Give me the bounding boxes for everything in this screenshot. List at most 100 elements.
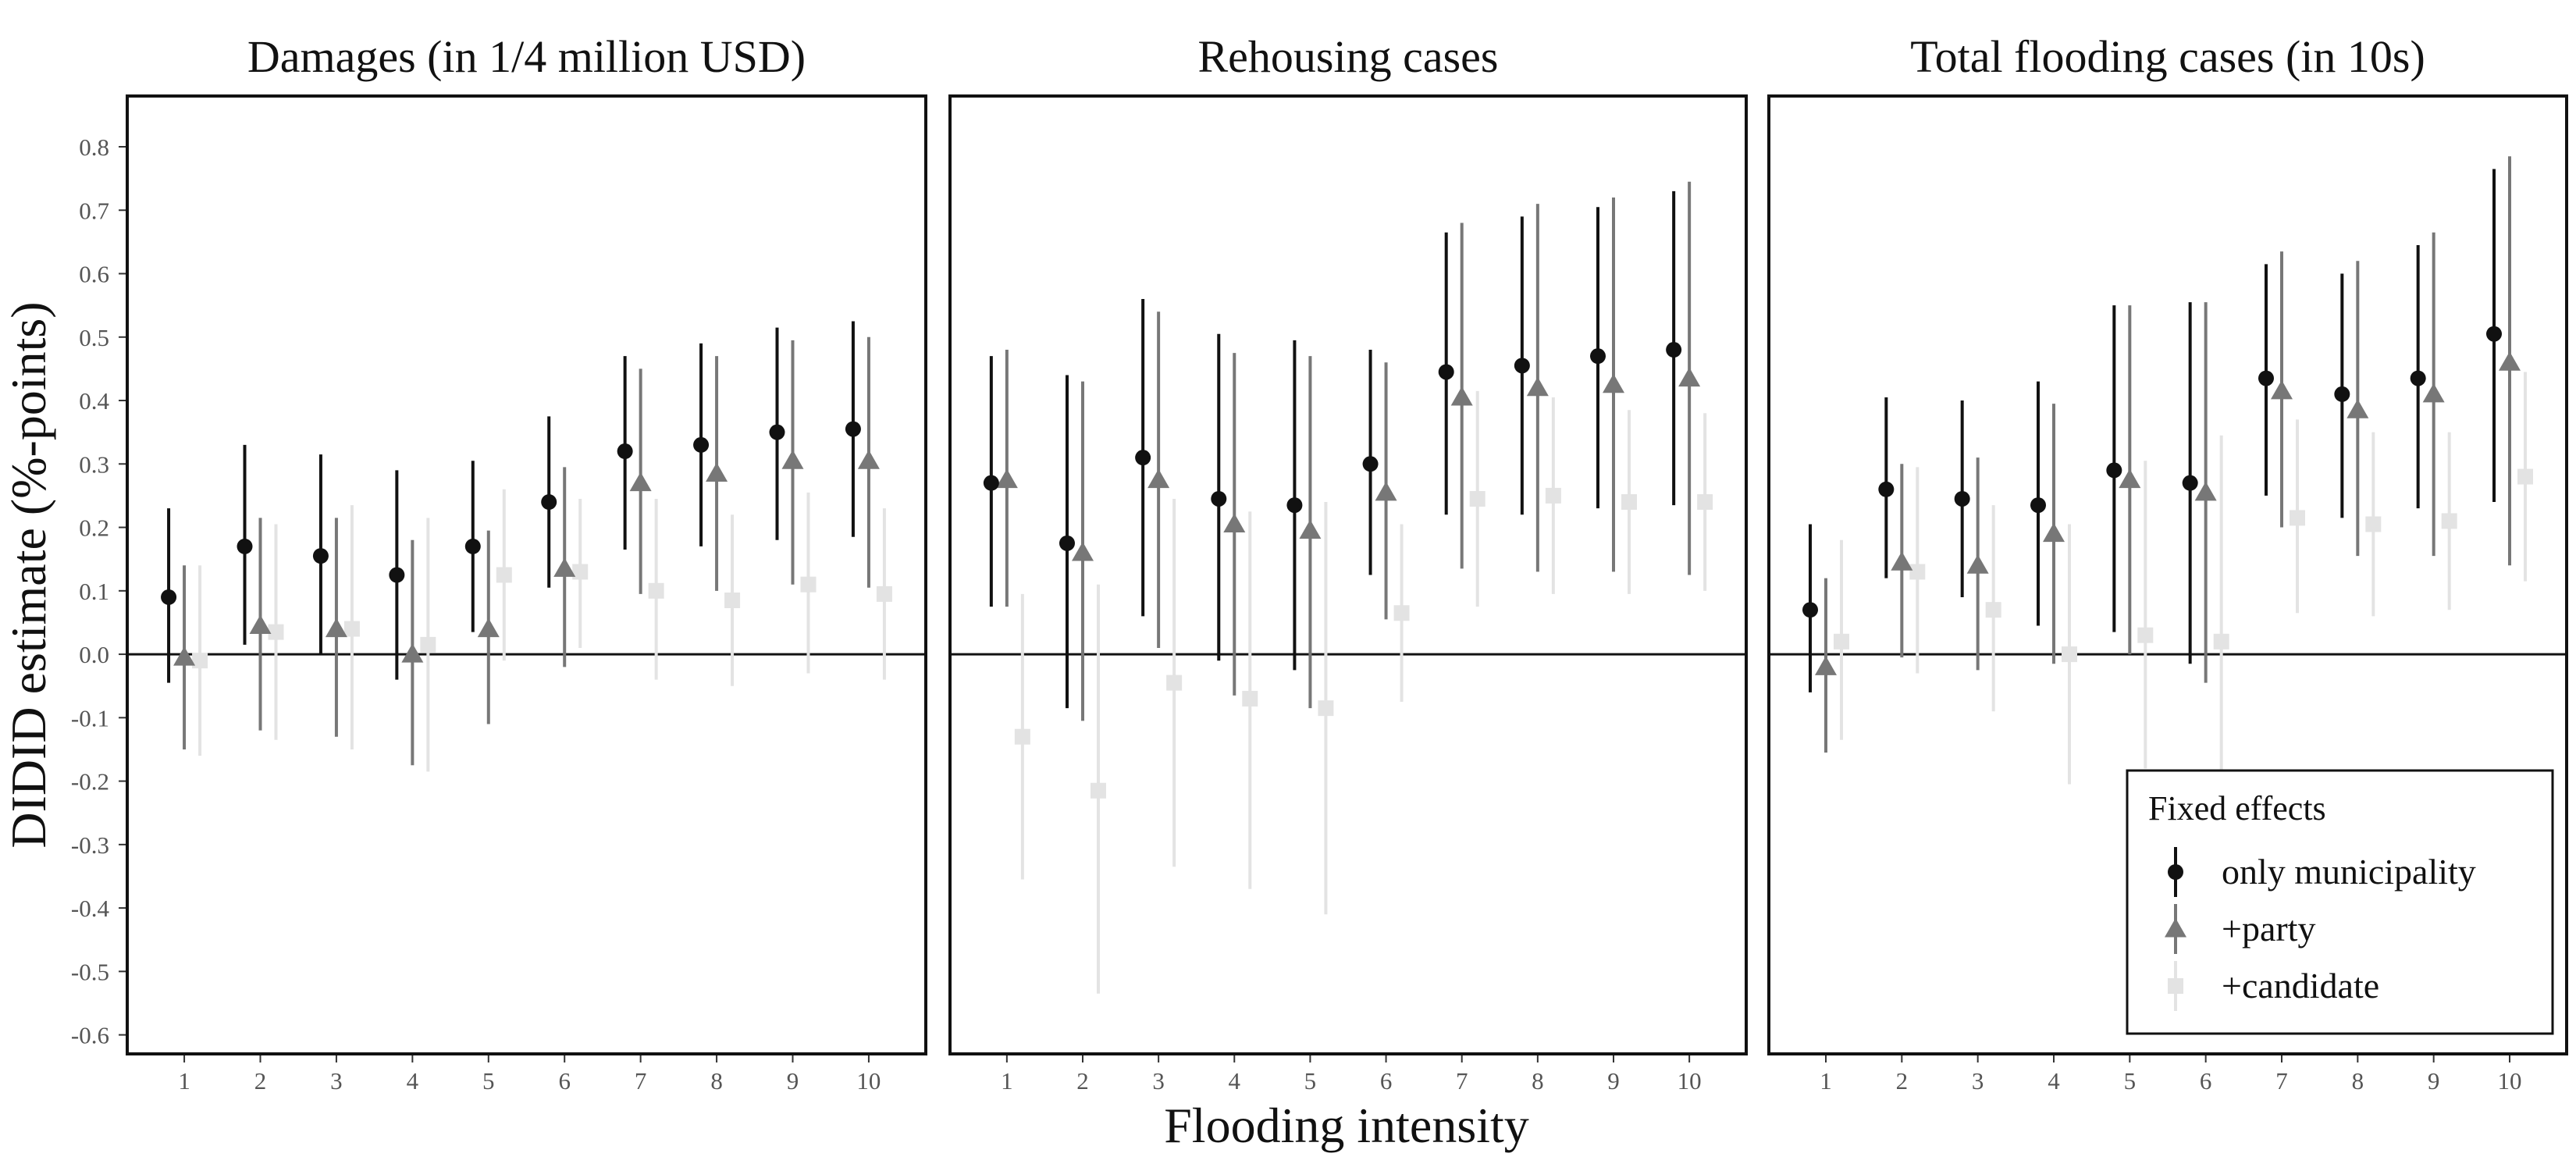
panel-border — [948, 94, 1748, 1055]
point-estimate — [1678, 367, 1701, 387]
point-estimate — [401, 643, 424, 663]
point-estimate — [237, 538, 253, 554]
legend-item: +party — [2165, 904, 2315, 954]
point-estimate — [1286, 497, 1303, 514]
point-estimate — [1526, 376, 1549, 397]
point-estimate — [1091, 782, 1106, 799]
point-estimate — [724, 593, 741, 609]
point-estimate — [857, 450, 880, 469]
point-estimate — [1878, 481, 1895, 497]
point-estimate — [1514, 358, 1530, 374]
point-estimate — [2106, 462, 2122, 479]
point-estimate — [2499, 351, 2521, 371]
point-estimate — [173, 646, 196, 666]
point-estimate — [553, 557, 576, 577]
point-estimate — [1954, 490, 1970, 507]
point-estimate — [2365, 516, 2382, 532]
point-estimate — [769, 424, 785, 440]
y-axis: -0.6 -0.5 -0.4 -0.3 -0.2 -0.1 0.0 0.1 0.2 0.3 0.4 0… — [71, 133, 127, 1049]
point-estimate — [1666, 342, 1682, 358]
x-tick-label: 5 — [1304, 1067, 1317, 1094]
x-tick-label: 7 — [635, 1067, 647, 1094]
point-estimate — [464, 538, 481, 554]
x-tick-label: 6 — [558, 1067, 571, 1094]
x-tick-label: 1 — [1001, 1067, 1013, 1094]
x-tick-label: 9 — [2428, 1067, 2440, 1094]
point-estimate — [800, 576, 817, 593]
point-estimate — [389, 567, 405, 583]
point-estimate — [268, 624, 284, 640]
y-tick-label: 0.3 — [79, 450, 109, 478]
point-estimate — [2271, 379, 2293, 400]
point-estimate — [2347, 399, 2369, 418]
x-tick-label: 10 — [1678, 1067, 1702, 1094]
y-tick-label: 0.0 — [79, 641, 109, 668]
point-estimate — [1590, 348, 1606, 365]
point-estimate — [1135, 450, 1151, 466]
y-tick-label: -0.5 — [71, 958, 109, 985]
panel-2: Rehousing cases 1 2 3 4 5 6 7 8 9 10 — [948, 31, 1748, 1094]
y-tick-label: -0.6 — [71, 1022, 109, 1049]
point-estimate — [648, 582, 664, 599]
point-estimate — [2182, 475, 2198, 491]
point-estimate — [1362, 456, 1379, 472]
series-triangle — [995, 181, 1701, 721]
x-tick-label: 1 — [178, 1067, 190, 1094]
panel-title: Total flooding cases (in 10s) — [1910, 31, 2425, 82]
point-estimate — [2486, 326, 2502, 342]
point-estimate — [192, 653, 208, 669]
y-tick-label: 0.2 — [79, 514, 109, 542]
x-tick-label: 7 — [2275, 1067, 2288, 1094]
panel-title: Damages (in 1/4 million USD) — [247, 31, 806, 82]
point-estimate — [1545, 487, 1561, 504]
point-estimate — [2290, 510, 2305, 526]
y-tick-label: -0.3 — [71, 831, 109, 859]
point-estimate — [1375, 481, 1397, 501]
y-tick-label: -0.2 — [71, 768, 109, 795]
x-tick-label: 4 — [1229, 1067, 1241, 1094]
x-tick-label: 9 — [787, 1067, 799, 1094]
point-estimate — [1211, 490, 1227, 507]
x-tick-label: 8 — [710, 1067, 723, 1094]
point-estimate — [2119, 468, 2141, 489]
point-estimate — [781, 450, 804, 469]
legend: Fixed effects only municipality +party +can… — [2126, 769, 2554, 1035]
point-estimate — [2062, 646, 2077, 663]
panel-border — [126, 94, 927, 1055]
x-tick-label: 10 — [856, 1067, 881, 1094]
y-tick-label: 0.7 — [79, 197, 109, 224]
point-estimate — [1891, 551, 1913, 571]
x-tick-label: 8 — [2352, 1067, 2364, 1094]
x-tick-label: 3 — [330, 1067, 343, 1094]
x-tick-label: 6 — [1380, 1067, 1393, 1094]
point-estimate — [1223, 513, 1246, 532]
point-estimate — [1072, 542, 1094, 561]
point-estimate — [420, 636, 436, 653]
point-estimate — [2441, 513, 2457, 529]
x-tick-label: 5 — [482, 1067, 495, 1094]
point-estimate — [249, 614, 272, 635]
x-tick-label: 8 — [1532, 1067, 1544, 1094]
point-estimate — [1815, 656, 1837, 675]
point-estimate — [1834, 633, 1849, 650]
point-estimate — [1909, 564, 1926, 580]
series-square — [1834, 372, 2533, 785]
point-estimate — [1147, 468, 1170, 489]
legend-label: +party — [2222, 909, 2315, 949]
point-estimate — [2213, 633, 2229, 650]
point-estimate — [2517, 468, 2533, 485]
x-tick-label: 9 — [1607, 1067, 1620, 1094]
series-circle — [161, 321, 861, 683]
point-estimate — [2334, 386, 2350, 402]
x-tick-label: 7 — [1456, 1067, 1468, 1094]
point-estimate — [1166, 674, 1183, 691]
point-estimate — [343, 621, 360, 637]
point-estimate — [1603, 373, 1624, 393]
series-triangle — [1815, 156, 2521, 753]
x-tick-label: 2 — [254, 1067, 267, 1094]
x-tick-label: 2 — [1896, 1067, 1909, 1094]
point-estimate — [1059, 535, 1075, 551]
point-estimate — [541, 494, 557, 511]
y-axis-title: DIDID estimate (%-points) — [1, 301, 56, 848]
series-triangle — [173, 336, 880, 766]
